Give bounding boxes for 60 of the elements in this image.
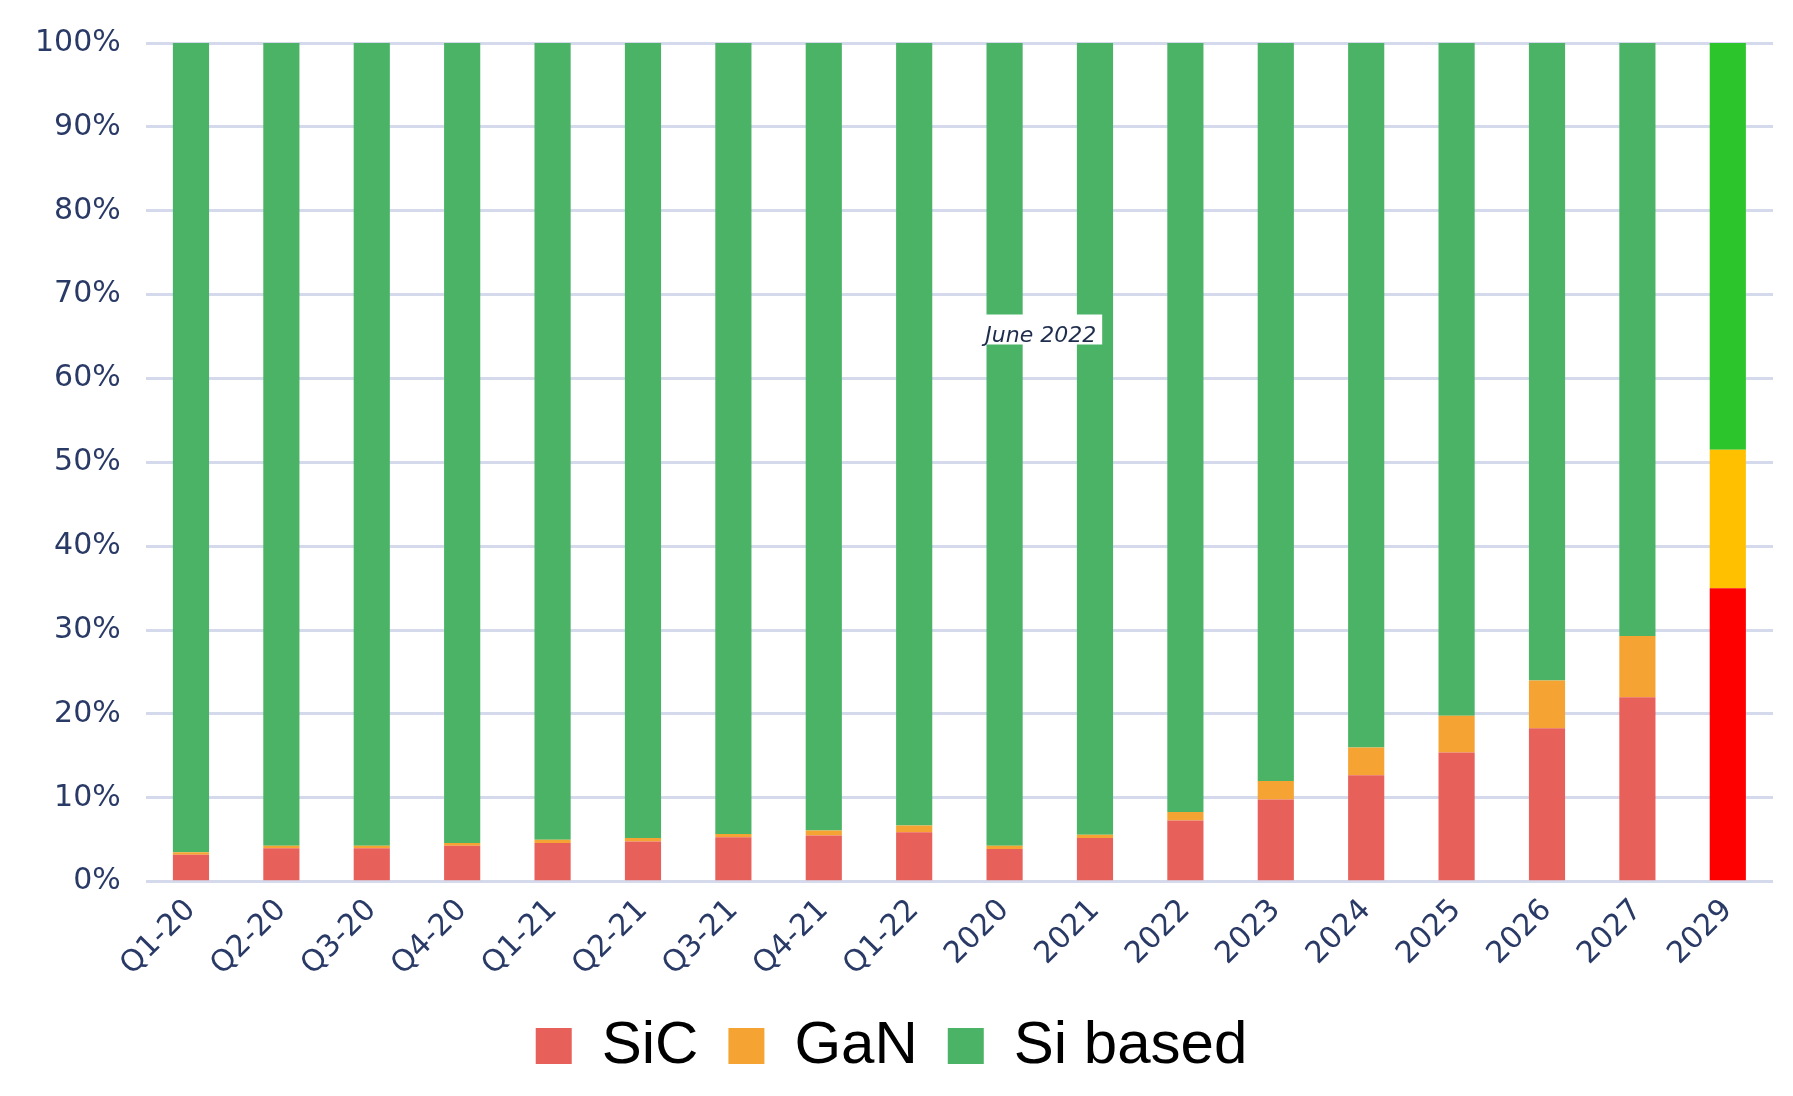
y-tick-label: 20% — [54, 693, 121, 729]
y-tick-label: 10% — [54, 777, 121, 813]
annotation: June 2022 — [981, 322, 1097, 348]
bar — [172, 852, 210, 855]
bar — [1438, 752, 1475, 881]
bar — [534, 43, 571, 840]
bar — [534, 843, 571, 881]
bar — [1528, 43, 1566, 681]
bar — [715, 43, 752, 834]
legend-label: SiC — [601, 1008, 699, 1076]
y-tick-label: 100% — [34, 22, 121, 58]
bar — [1709, 449, 1746, 589]
bar — [1167, 820, 1204, 881]
bar — [444, 843, 481, 846]
bar — [1709, 43, 1746, 450]
bar — [1348, 775, 1385, 881]
bar — [1438, 715, 1475, 753]
legend-label: Si based — [1013, 1008, 1248, 1076]
bar — [353, 43, 390, 846]
bar — [1348, 43, 1385, 748]
bar — [896, 43, 933, 826]
bar — [172, 43, 210, 853]
bar — [1257, 781, 1294, 800]
bar — [1076, 838, 1114, 881]
bar — [986, 848, 1023, 881]
bar — [444, 43, 481, 844]
bar — [263, 43, 300, 846]
bar — [1167, 43, 1204, 813]
bar — [624, 43, 662, 839]
bar — [805, 830, 842, 836]
bar — [1619, 43, 1656, 636]
y-tick-label: 90% — [54, 106, 121, 142]
y-tick-label: 0% — [73, 861, 121, 897]
legend-label: GaN — [794, 1008, 918, 1076]
bar — [715, 837, 752, 881]
bar — [263, 848, 300, 881]
bar — [1167, 812, 1204, 821]
bar — [1619, 697, 1656, 881]
y-tick-label: 40% — [54, 526, 121, 562]
bar — [805, 835, 842, 881]
y-tick-label: 30% — [54, 609, 121, 645]
y-tick-label: 50% — [54, 442, 121, 478]
bar — [624, 841, 662, 881]
y-tick-label: 60% — [54, 358, 121, 394]
bar — [172, 854, 210, 881]
bar — [353, 848, 390, 881]
bar — [1619, 635, 1656, 698]
y-tick-label: 80% — [54, 190, 121, 226]
bar — [1528, 680, 1566, 729]
bar — [534, 839, 571, 844]
bar — [1257, 43, 1294, 782]
bar — [1257, 799, 1294, 881]
bar — [1438, 43, 1475, 716]
y-tick-label: 70% — [54, 274, 121, 310]
bar — [1348, 747, 1385, 776]
bar — [444, 845, 481, 881]
bar — [1709, 588, 1746, 881]
bar — [1528, 728, 1566, 881]
bar — [805, 43, 842, 831]
bar — [896, 832, 933, 881]
